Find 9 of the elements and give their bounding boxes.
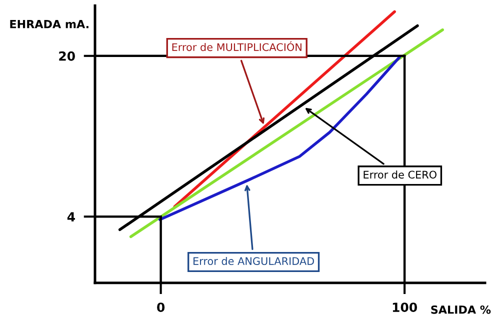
x-tick-label: 0: [157, 302, 165, 312]
annotation: Error de ANGULARIDAD: [194, 256, 314, 266]
annotation: Error de MULTIPLICACIÓN: [172, 41, 302, 52]
x-axis-title: SALIDA %: [431, 305, 491, 314]
y-tick-label: 20: [59, 51, 75, 61]
annotation: Error de CERO: [364, 170, 436, 179]
y-axis-title: EHRADA mA.: [10, 20, 88, 28]
x-tick-label: 100: [392, 302, 418, 312]
y-tick-label: 4: [67, 212, 75, 222]
